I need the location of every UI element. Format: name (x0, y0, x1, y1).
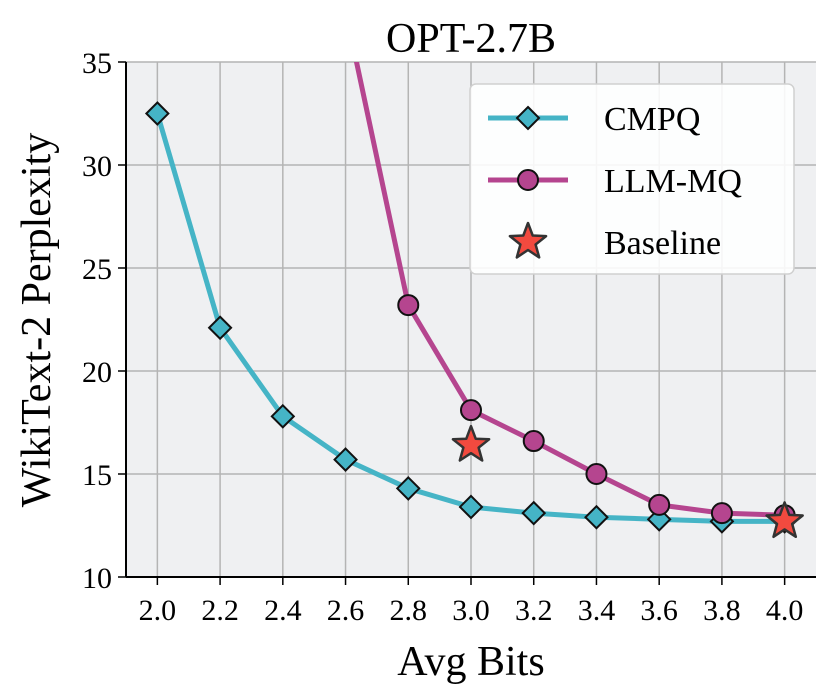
tick-labels: 2.0 2.2 2.4 2.6 2.8 3.0 3.2 3.4 3.6 3.8 4.0 10 15 20 2… (82, 47, 803, 627)
legend-label: LLM-MQ (604, 163, 742, 200)
axes (118, 61, 816, 585)
data-point (584, 504, 609, 530)
data-point (460, 399, 482, 422)
x-tick-label: 3.2 (515, 594, 553, 627)
y-tick-label: 10 (82, 562, 112, 595)
legend-item: CMPQ (488, 101, 700, 138)
data-point (648, 493, 671, 516)
series-baseline (451, 424, 804, 539)
data-point (397, 294, 420, 317)
x-tick-label: 4.0 (766, 594, 804, 627)
series-layer (144, 1, 804, 539)
x-tick-label: 3.4 (578, 594, 616, 627)
y-tick-label: 20 (82, 356, 112, 389)
legend-box (469, 83, 795, 275)
data-point (395, 476, 421, 501)
y-tick-label: 25 (82, 253, 112, 286)
x-tick-label: 2.4 (264, 594, 302, 627)
y-axis-label: WikiText-2 Perplexity (14, 133, 60, 507)
x-tick-label: 2.6 (327, 594, 365, 627)
x-tick-label: 2.0 (139, 594, 177, 627)
y-tick-label: 15 (82, 459, 112, 492)
data-point (522, 430, 545, 453)
data-point (521, 500, 547, 526)
x-tick-label: 2.8 (390, 594, 428, 627)
data-point (333, 447, 358, 472)
data-point (710, 502, 733, 525)
legend-marker (517, 169, 539, 191)
x-tick-label: 3.8 (703, 594, 741, 627)
data-point (336, 1, 356, 21)
legend-item: LLM-MQ (488, 163, 742, 200)
data-point (458, 494, 484, 520)
legend: CMPQ LLM-MQ Baseline (469, 83, 795, 275)
legend-label: Baseline (604, 225, 721, 262)
x-tick-label: 2.2 (201, 594, 239, 627)
data-point (451, 424, 491, 462)
x-tick-label: 3.0 (452, 594, 490, 627)
data-point (270, 403, 296, 429)
y-tick-label: 35 (82, 47, 112, 80)
chart-title: OPT-2.7B (386, 16, 556, 62)
x-axis-label: Avg Bits (397, 639, 544, 685)
legend-item: Baseline (508, 221, 721, 262)
data-point (144, 101, 170, 126)
series-cmpq (144, 101, 798, 534)
legend-marker (515, 105, 541, 131)
x-tick-label: 3.6 (640, 594, 678, 627)
data-point (585, 463, 608, 485)
legend-marker (508, 221, 548, 259)
data-point (207, 315, 233, 341)
data-point (765, 501, 804, 539)
legend-label: CMPQ (604, 101, 700, 138)
y-tick-label: 30 (82, 150, 112, 183)
